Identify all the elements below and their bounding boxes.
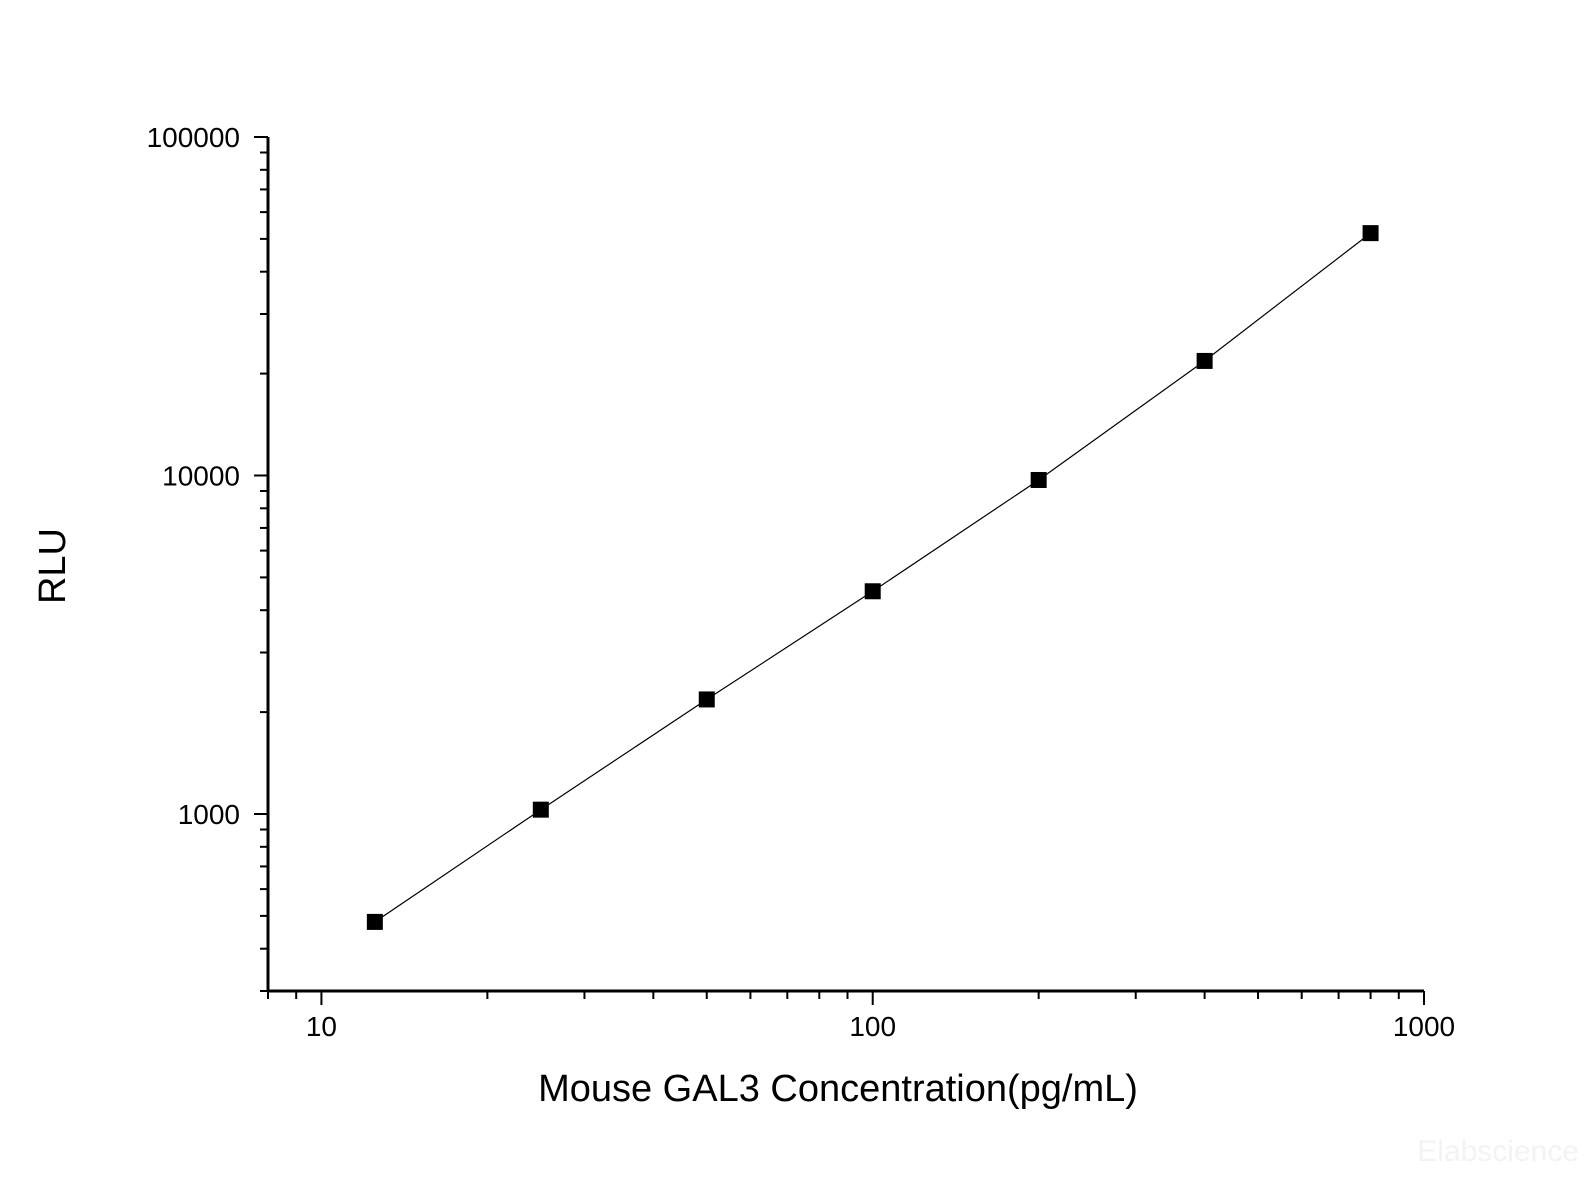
data-point [1362, 225, 1379, 242]
data-point [698, 691, 715, 708]
x-tick-label: 100 [849, 1011, 896, 1042]
y-tick-label: 10000 [162, 461, 240, 492]
x-tick-label: 10 [306, 1011, 337, 1042]
ticks [254, 136, 1425, 1005]
axes [266, 137, 1424, 993]
x-axis-title: Mouse GAL3 Concentration(pg/mL) [538, 1068, 1138, 1110]
data-point [864, 583, 881, 600]
data-point [1030, 471, 1047, 488]
data-point [366, 913, 383, 930]
series [366, 225, 1379, 930]
x-tick-label: 1000 [1393, 1011, 1455, 1042]
data-point [1196, 352, 1213, 369]
y-axis-title: RLU [32, 528, 74, 604]
y-tick-label: 100000 [147, 122, 240, 153]
y-tick-label: 1000 [178, 799, 240, 830]
tick-labels: 1000 10000 100000 10 100 1000 [147, 122, 1456, 1042]
data-point [532, 801, 549, 818]
watermark: Elabscience [1417, 1135, 1579, 1168]
series-line [374, 232, 1371, 923]
